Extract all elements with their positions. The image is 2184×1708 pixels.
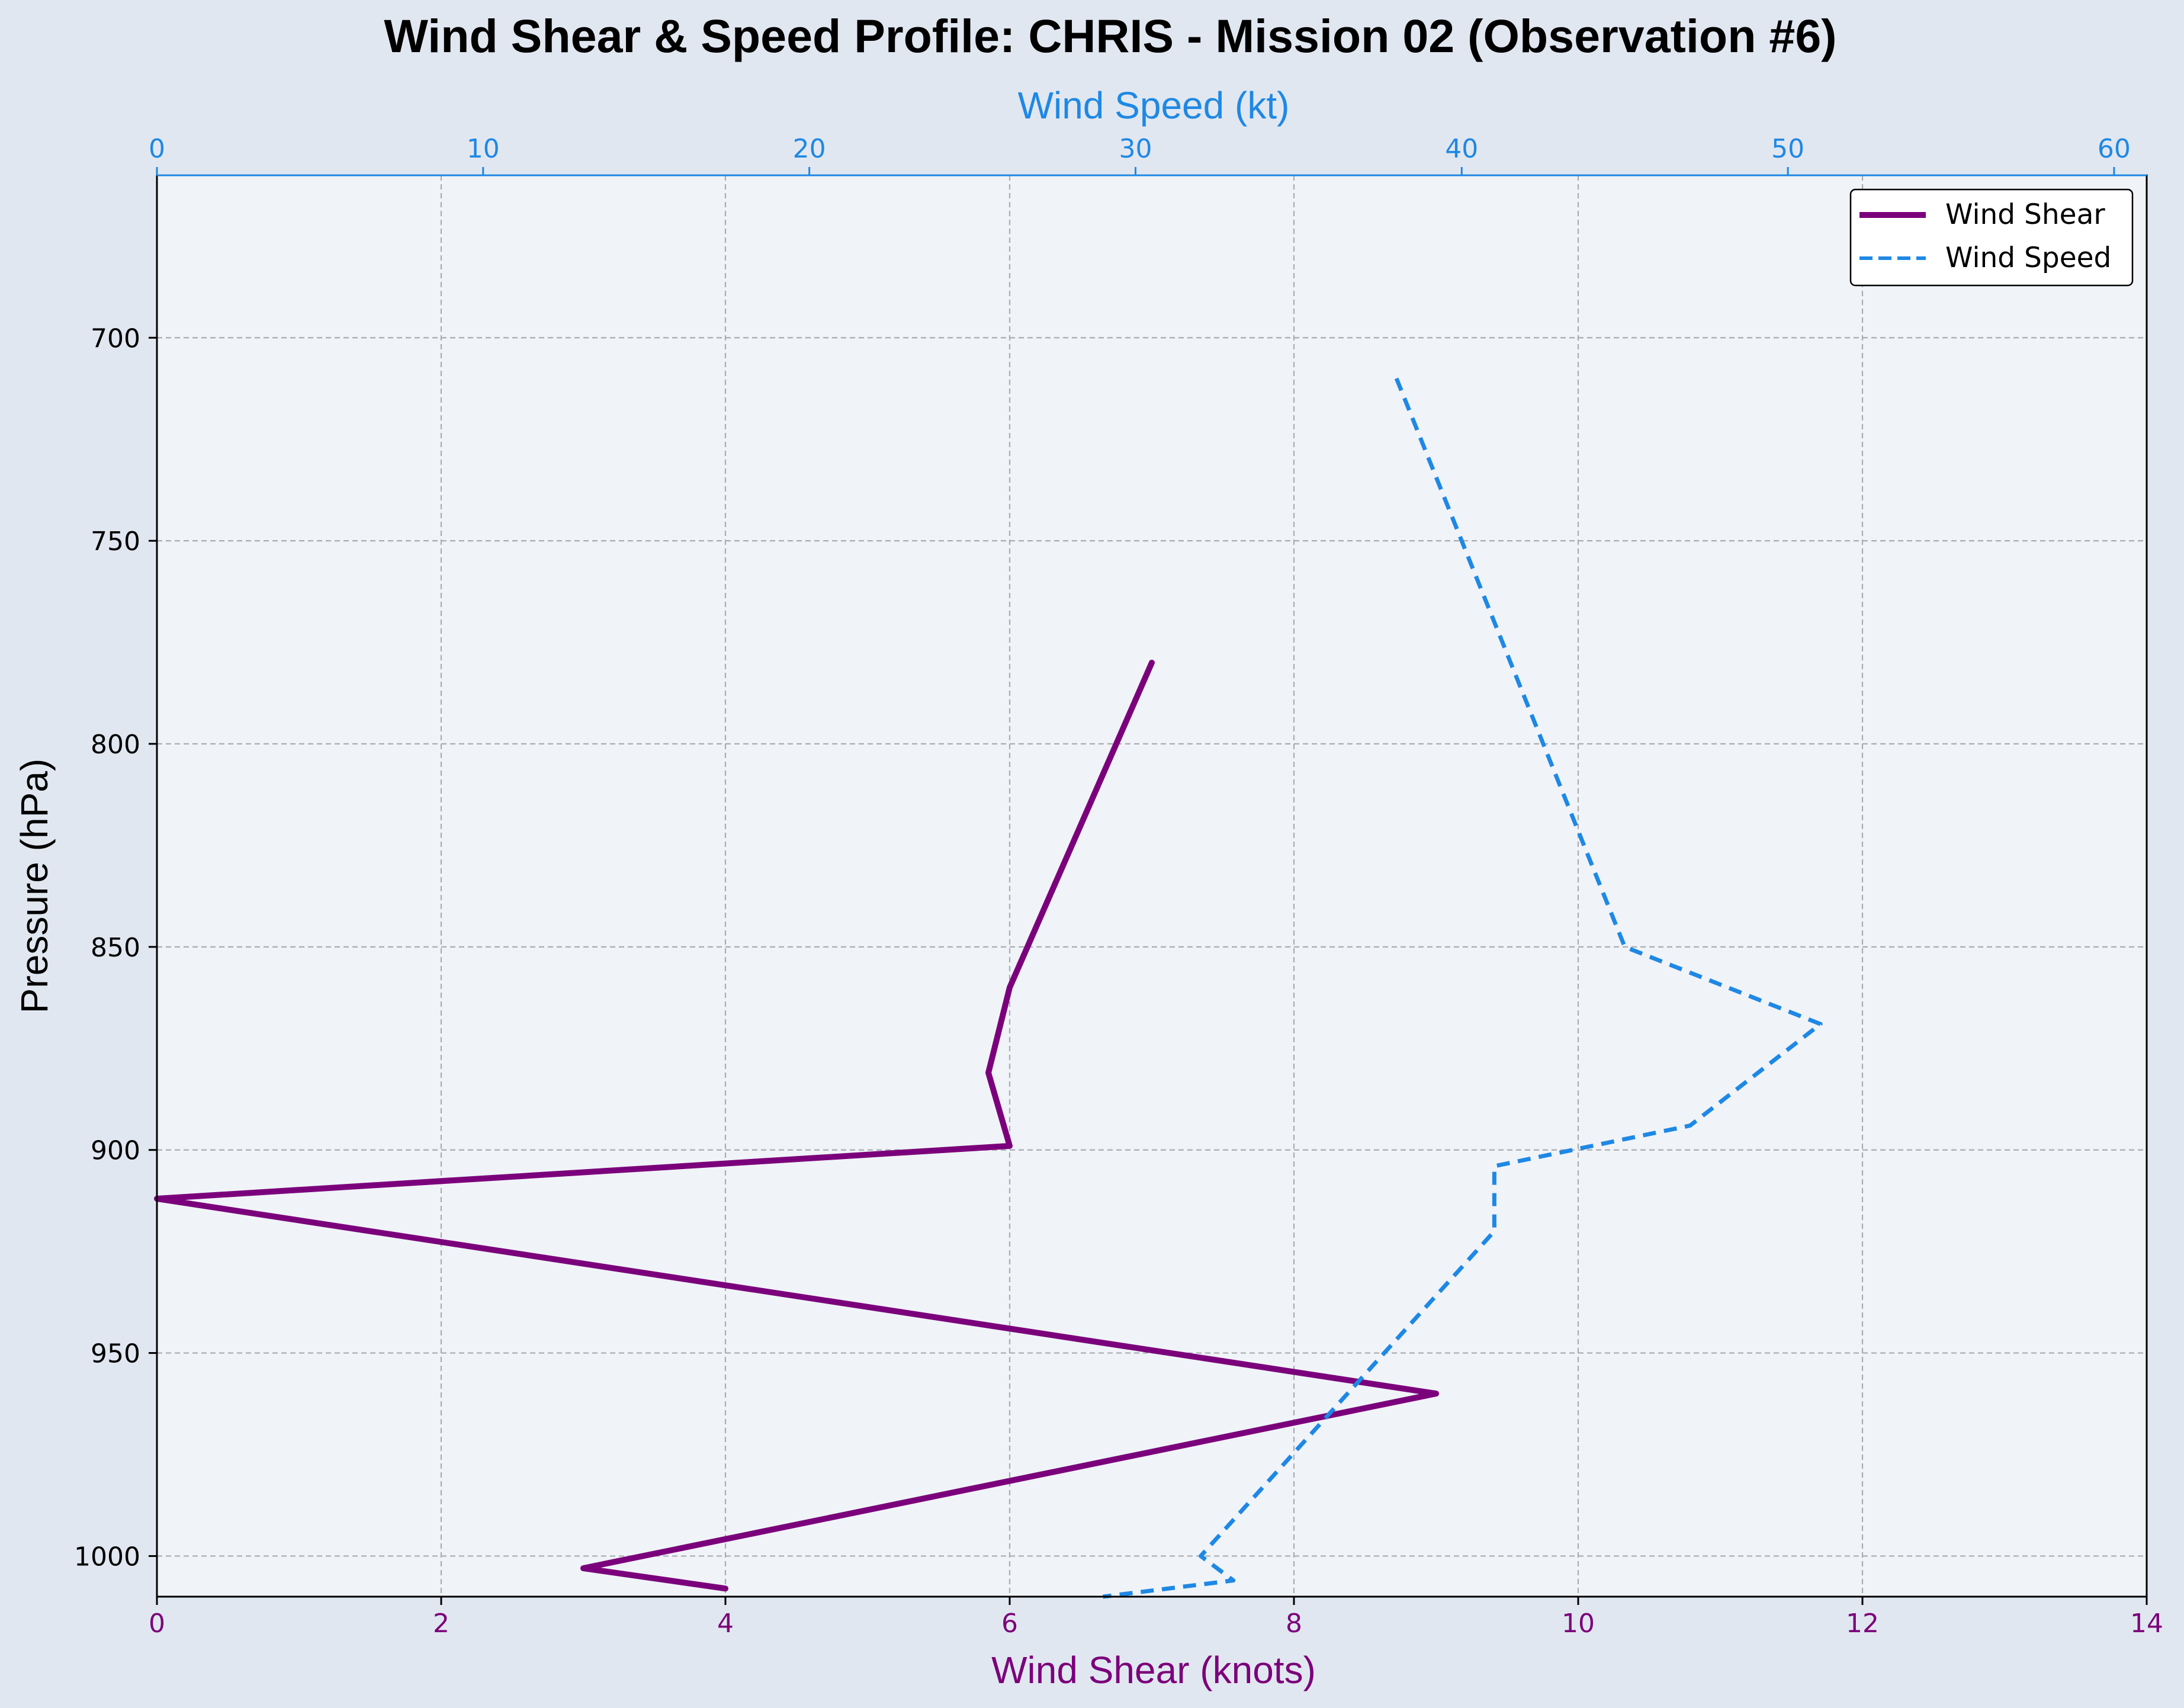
x-top-tick-label: 40 xyxy=(1445,134,1478,164)
x-top-axis-label: Wind Speed (kt) xyxy=(1018,84,1290,127)
x-bottom-tick-label: 2 xyxy=(433,1609,449,1639)
x-bottom-tick-label: 6 xyxy=(1001,1609,1018,1639)
x-top-tick-label: 10 xyxy=(467,134,500,164)
y-tick-label: 1000 xyxy=(74,1542,140,1572)
legend-shear-label: Wind Shear xyxy=(1945,198,2105,231)
legend-speed-label: Wind Speed xyxy=(1945,242,2111,274)
x-bottom-tick-label: 14 xyxy=(2130,1609,2163,1639)
y-axis-label: Pressure (hPa) xyxy=(13,759,56,1013)
x-bottom-axis-label: Wind Shear (knots) xyxy=(991,1649,1316,1691)
x-bottom-tick-label: 12 xyxy=(1846,1609,1879,1639)
x-top-tick-label: 0 xyxy=(149,134,165,164)
ticks: 700 750 800 850 900 950 1000 0 2 4 6 8 10 12 14 0 10 20 30… xyxy=(74,134,2163,1639)
y-tick-label: 900 xyxy=(91,1136,140,1166)
plot-background xyxy=(157,175,2147,1597)
wind-speed-line xyxy=(1102,377,1823,1599)
chart-title: Wind Shear & Speed Profile: CHRIS - Miss… xyxy=(384,9,1836,62)
x-bottom-tick-label: 4 xyxy=(717,1609,734,1639)
x-top-tick-label: 30 xyxy=(1119,134,1152,164)
y-tick-label: 950 xyxy=(91,1339,140,1369)
x-top-tick-label: 60 xyxy=(2098,134,2131,164)
y-tick-label: 750 xyxy=(91,526,140,557)
wind-shear-line xyxy=(154,659,1439,1592)
y-tick-label: 800 xyxy=(91,730,140,760)
x-bottom-tick-label: 10 xyxy=(1562,1609,1595,1639)
x-top-tick-label: 20 xyxy=(793,134,826,164)
legend: Wind Shear Wind Speed xyxy=(1849,188,2134,287)
x-top-tick-label: 50 xyxy=(1771,134,1804,164)
x-bottom-tick-label: 0 xyxy=(149,1609,165,1639)
y-tick-label: 850 xyxy=(91,933,140,963)
y-tick-label: 700 xyxy=(91,323,140,354)
series-layer xyxy=(154,377,1823,1599)
x-bottom-tick-label: 8 xyxy=(1286,1609,1302,1639)
